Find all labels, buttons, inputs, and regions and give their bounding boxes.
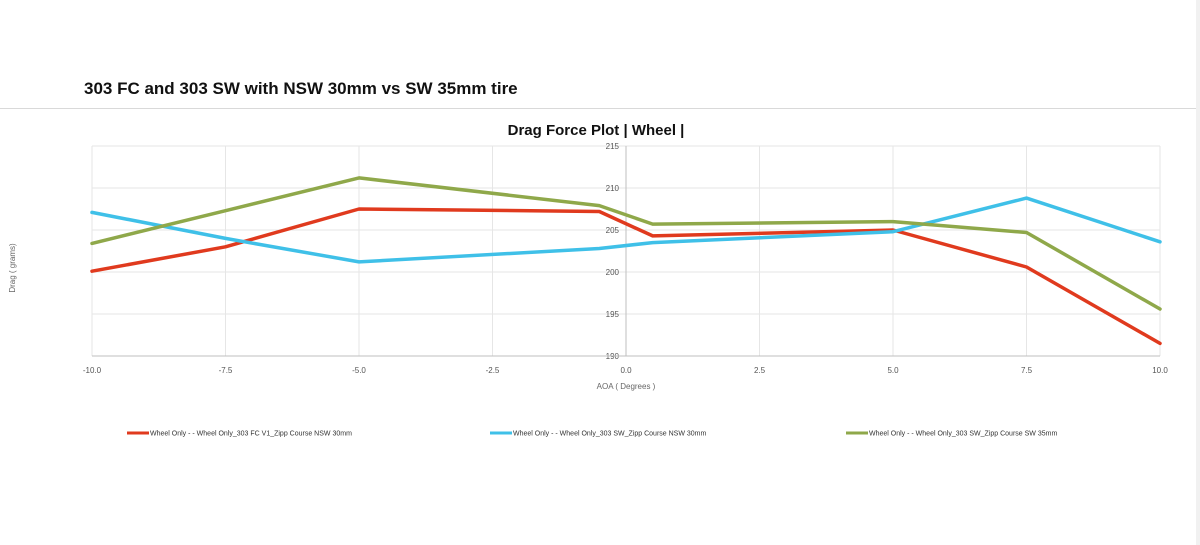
y-tick-label: 215: [606, 142, 620, 151]
title-divider: [0, 108, 1196, 109]
page-edge: [1196, 0, 1200, 545]
legend-label: Wheel Only - - Wheel Only_303 FC V1_Zipp…: [150, 431, 352, 438]
legend-item: Wheel Only - - Wheel Only_303 SW_Zipp Co…: [490, 431, 707, 438]
legend-label: Wheel Only - - Wheel Only_303 SW_Zipp Co…: [513, 431, 707, 438]
x-tick-label: -10.0: [83, 366, 102, 375]
legend-item: Wheel Only - - Wheel Only_303 SW_Zipp Co…: [846, 431, 1057, 438]
y-tick-label: 205: [606, 226, 620, 235]
x-tick-label: 7.5: [1021, 366, 1033, 375]
chart-series: [90, 176, 1162, 346]
chart-title: Drag Force Plot | Wheel |: [508, 122, 685, 139]
chart-axes: -10.0 -7.5 -5.0 -2.5 0.0 2.5 5.0 7.5 10.01901952…: [83, 142, 1168, 375]
y-tick-label: 195: [606, 310, 620, 319]
x-tick-label: -7.5: [219, 366, 233, 375]
x-tick-label: -5.0: [352, 366, 366, 375]
x-tick-label: 10.0: [1152, 366, 1168, 375]
x-tick-label: 0.0: [620, 366, 632, 375]
legend-item: Wheel Only - - Wheel Only_303 FC V1_Zipp…: [127, 431, 352, 438]
y-axis-title: Drag ( grams): [8, 243, 17, 293]
series-line-1: [90, 207, 1162, 346]
x-tick-label: -2.5: [486, 366, 500, 375]
series-line-3: [90, 176, 1162, 311]
x-tick-label: 5.0: [887, 366, 899, 375]
x-tick-label: 2.5: [754, 366, 766, 375]
legend-label: Wheel Only - - Wheel Only_303 SW_Zipp Co…: [869, 431, 1057, 438]
series-line-2: [90, 196, 1162, 264]
page-title: 303 FC and 303 SW with NSW 30mm vs SW 35…: [84, 79, 518, 98]
y-tick-label: 210: [606, 184, 620, 193]
x-axis-title: AOA ( Degrees ): [597, 382, 656, 391]
chart-legend: Wheel Only - - Wheel Only_303 FC V1_Zipp…: [127, 431, 1057, 438]
y-tick-label: 200: [606, 268, 620, 277]
